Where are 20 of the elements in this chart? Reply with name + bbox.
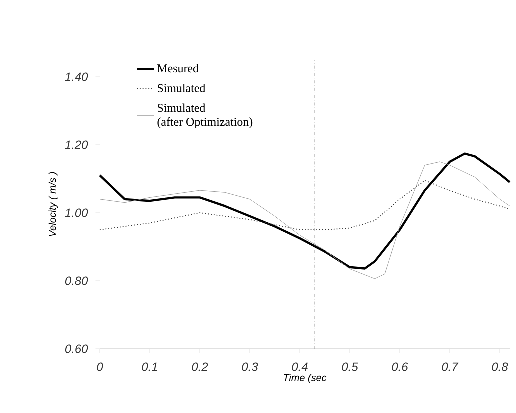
line-series	[100, 180, 510, 230]
y-tick-label: 1.20	[65, 140, 88, 150]
legend-label: Mesured	[158, 64, 199, 73]
legend-label: Simulated (after Optimization)	[158, 104, 253, 129]
x-tick-label: 0.5	[342, 362, 358, 372]
y-axis-title: Velocity ( m/s )	[48, 172, 58, 236]
y-tick-label: 0.60	[65, 344, 88, 354]
y-tick-label: 0.80	[65, 276, 88, 286]
y-tick-label: 1.40	[65, 72, 88, 82]
legend-label: Simulated	[158, 84, 206, 92]
x-tick-label: 0.4	[292, 362, 308, 372]
x-axis-title: Time (sec	[284, 374, 327, 384]
x-tick-label: 0.7	[442, 362, 459, 372]
y-tick-label: 1.00	[65, 208, 88, 218]
x-tick-label: 0.3	[242, 362, 258, 372]
x-tick-label: 0	[97, 362, 104, 372]
x-tick-label: 0.2	[192, 362, 208, 372]
x-tick-label: 0.8	[492, 362, 508, 372]
x-tick-label: 0.6	[392, 362, 408, 372]
x-tick-label: 0.1	[142, 362, 158, 372]
